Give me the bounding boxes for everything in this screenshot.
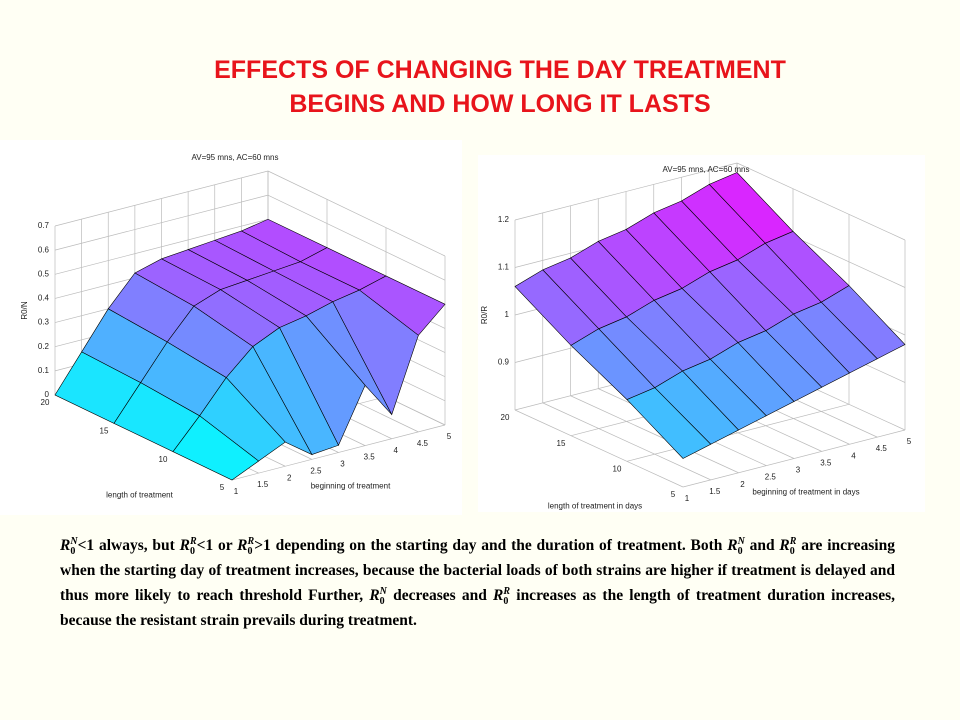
symbol-sub: 0 [247,546,253,558]
x-axis-label: beginning of treatment [311,482,391,491]
x-tick-label: 4.5 [876,444,888,453]
grid-line [231,424,446,481]
grid-line [267,170,446,257]
symbol-base: R [179,537,190,554]
caption-text: decreases and [386,587,494,604]
y-tick-label: 10 [613,464,622,473]
y-axis-label: length of treatment in days [548,502,642,511]
z-tick-label: 1 [505,310,510,319]
z-tick-label: 0.6 [38,245,50,254]
y-axis-label: length of treatment [106,491,173,500]
symbol-sup: N [70,535,78,547]
symbol-base: R [779,537,790,554]
y-tick-label: 5 [671,490,676,499]
z-axis-label: R0/R [480,306,489,324]
symbol-base: R [237,537,248,554]
z-tick-label: 0 [45,390,50,399]
symbol-base: R [727,537,738,554]
z-tick-label: 0.3 [38,318,50,327]
x-tick-label: 4 [394,446,399,455]
caption-text: >1 depending on the starting day and the… [254,537,728,554]
x-axis-label: beginning of treatment in days [752,488,859,497]
x-tick-label: 2.5 [310,466,322,475]
x-tick-label: 1 [234,487,239,496]
z-tick-label: 0.2 [38,342,50,351]
caption-text: <1 or [196,537,238,554]
symbol-sub: 0 [189,546,195,558]
symbol-sub: 0 [70,546,76,558]
plots: 0 0.1 0.2 0.3 0.4 0.5 0.6 0.7 1 1.5 2 2.5 3 3.5 4 4.5 5 5… [0,140,925,515]
surface-face [172,415,260,481]
z-tick-label: 0.9 [498,358,510,367]
symbol-sub: 0 [789,546,795,558]
symbol-sup: N [737,535,745,547]
slide-title: EFFECTS OF CHANGING THE DAY TREATMENT [214,56,786,84]
y-tick-label: 10 [159,455,168,464]
x-tick-label: 4.5 [417,439,429,448]
symbol-sup: R [189,535,197,547]
symbol-sub: 0 [503,596,509,608]
x-tick-label: 3 [340,460,345,469]
symbol: R0R [493,585,511,608]
x-tick-label: 1.5 [709,487,721,496]
z-tick-label: 1.1 [498,263,510,272]
grid-line [682,429,906,488]
symbol: R0R [779,535,797,558]
z-tick-label: 0.5 [38,269,50,278]
grid-line [626,403,850,462]
caption-text: and [744,537,780,554]
grid-line [736,162,906,241]
symbol-base: R [369,587,380,604]
symbol: R0R [237,535,255,558]
symbol-base: R [493,587,504,604]
x-tick-label: 2 [287,473,292,482]
caption-text: are increasing when the starting day of … [60,537,895,604]
y-tick-label: 5 [220,483,225,492]
symbol: R0N [60,535,78,558]
y-tick-label: 15 [557,439,566,448]
z-tick-label: 1.2 [498,215,510,224]
y-tick-label: 20 [41,398,50,407]
y-tick-label: 20 [501,413,510,422]
x-tick-label: 2.5 [765,473,777,482]
x-tick-label: 1.5 [257,480,269,489]
symbol-sup: R [789,535,797,547]
z-tick-label: 0.7 [38,221,50,230]
symbol-sup: N [379,585,387,597]
symbol-sup: R [503,585,511,597]
x-tick-label: 2 [740,480,745,489]
chart-subtitle: AV=95 mns, AC=60 mns [191,153,278,162]
chart-subtitle: AV=95 mns, AC=60 mns [662,165,749,174]
x-tick-label: 3.5 [364,453,376,462]
x-tick-label: 4 [851,451,856,460]
grid-line [514,409,684,488]
surface-face [626,387,712,459]
symbol-base: R [60,537,71,554]
slide-title: BEGINS AND HOW LONG IT LASTS [289,90,711,118]
caption-text: <1 always, but [77,537,180,554]
x-tick-label: 1 [685,494,690,503]
symbol-sub: 0 [379,596,385,608]
x-tick-label: 5 [447,432,452,441]
x-tick-label: 3 [796,466,801,475]
symbol-sup: R [247,535,255,547]
z-axis-label: R0/N [20,301,29,319]
y-tick-label: 15 [100,426,109,435]
symbol-sub: 0 [737,546,743,558]
grid-line [542,402,711,481]
symbol: R0N [369,585,387,608]
x-tick-label: 5 [907,437,912,446]
z-tick-label: 0.4 [38,294,50,303]
grid-line [570,395,739,474]
symbol: R0N [727,535,745,558]
caption: R0N<1 always, but R0R<1 or R0R>1 dependi… [60,533,895,633]
symbol: R0R [179,535,197,558]
grid-line [267,194,446,281]
caption-text: increases as the length of treatment dur… [60,587,896,629]
x-tick-label: 3.5 [820,458,832,467]
z-tick-label: 0.1 [38,366,50,375]
